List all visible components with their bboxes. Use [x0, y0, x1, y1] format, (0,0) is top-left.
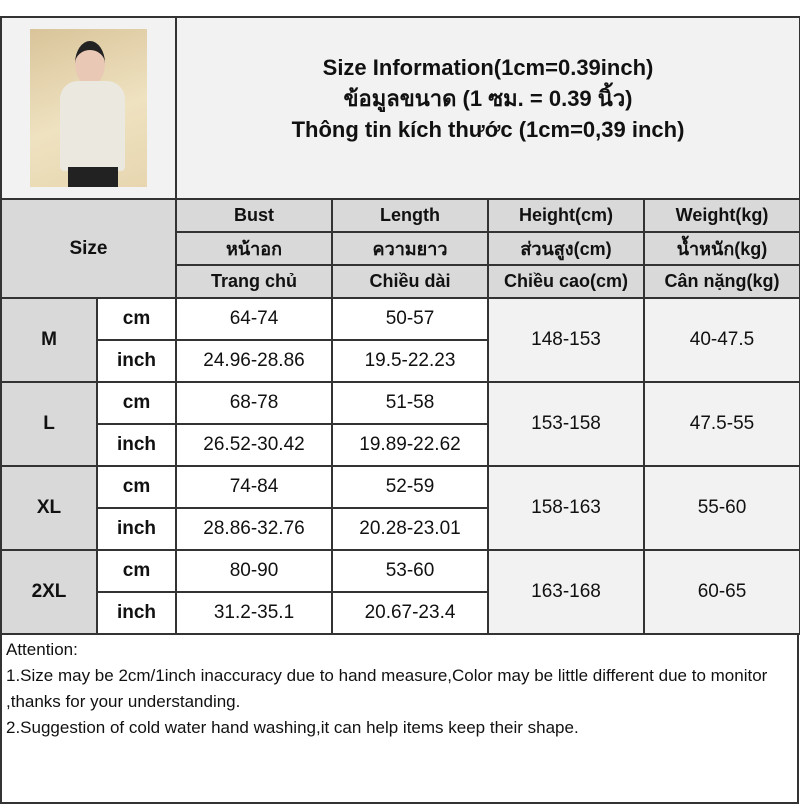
size-label: 2XL	[0, 549, 98, 635]
header-bust-en: Bust	[175, 198, 333, 233]
unit-inch: inch	[96, 339, 177, 383]
product-photo-cell	[0, 16, 177, 200]
header-height-th: ส่วนสูง(cm)	[487, 231, 645, 266]
weight-range: 40-47.5	[643, 297, 800, 383]
size-chart: Size Information(1cm=0.39inch) ข้อมูลขนา…	[0, 16, 800, 804]
header-height-en: Height(cm)	[487, 198, 645, 233]
length-inch: 20.67-23.4	[331, 591, 489, 635]
table-row: 2XL cm 80-90 53-60 163-168 60-65	[0, 549, 800, 635]
length-cm: 52-59	[331, 465, 489, 509]
length-cm: 53-60	[331, 549, 489, 593]
length-cm: 51-58	[331, 381, 489, 425]
length-cm: 50-57	[331, 297, 489, 341]
height-range: 158-163	[487, 465, 645, 551]
header-bust-th: หน้าอก	[175, 231, 333, 266]
bust-inch: 24.96-28.86	[175, 339, 333, 383]
bust-cm: 64-74	[175, 297, 333, 341]
unit-cm: cm	[96, 549, 177, 593]
bust-cm: 74-84	[175, 465, 333, 509]
title-vi: Thông tin kích thước (1cm=0,39 inch)	[291, 116, 685, 142]
bust-inch: 31.2-35.1	[175, 591, 333, 635]
table-row: inch 31.2-35.1 20.67-23.4	[1, 591, 800, 635]
attention-note-1: 1.Size may be 2cm/1inch inaccuracy due t…	[6, 666, 768, 711]
length-inch: 19.89-22.62	[331, 423, 489, 467]
size-label: M	[0, 297, 98, 383]
length-inch: 19.5-22.23	[331, 339, 489, 383]
header-length-en: Length	[331, 198, 489, 233]
unit-inch: inch	[96, 507, 177, 551]
table-row: M cm 64-74 50-57 148-153 40-47.5	[0, 297, 800, 383]
length-inch: 20.28-23.01	[331, 507, 489, 551]
height-range: 148-153	[487, 297, 645, 383]
unit-cm: cm	[96, 297, 177, 341]
header-weight-th: น้ำหนัก(kg)	[643, 231, 800, 266]
header-height-vi: Chiều cao(cm)	[487, 264, 645, 299]
title-cell: Size Information(1cm=0.39inch) ข้อมูลขนา…	[175, 16, 800, 200]
bust-inch: 26.52-30.42	[175, 423, 333, 467]
table-row: inch 26.52-30.42 19.89-22.62	[1, 423, 800, 467]
size-label: L	[0, 381, 98, 467]
unit-inch: inch	[96, 423, 177, 467]
table-row: inch 28.86-32.76 20.28-23.01	[1, 507, 800, 551]
title-th: ข้อมูลขนาด (1 ซม. = 0.39 นิ้ว)	[343, 85, 633, 111]
attention-notes: Attention: 1.Size may be 2cm/1inch inacc…	[0, 635, 799, 804]
bust-inch: 28.86-32.76	[175, 507, 333, 551]
unit-cm: cm	[96, 465, 177, 509]
height-range: 153-158	[487, 381, 645, 467]
size-label: XL	[0, 465, 98, 551]
attention-note-2: 2.Suggestion of cold water hand washing,…	[6, 718, 579, 737]
product-photo	[30, 29, 147, 187]
bust-cm: 80-90	[175, 549, 333, 593]
unit-cm: cm	[96, 381, 177, 425]
unit-inch: inch	[96, 591, 177, 635]
attention-heading: Attention:	[6, 640, 78, 659]
weight-range: 55-60	[643, 465, 800, 551]
header-length-vi: Chiều dài	[331, 264, 489, 299]
weight-range: 47.5-55	[643, 381, 800, 467]
table-row: inch 24.96-28.86 19.5-22.23	[1, 339, 800, 383]
size-header: Size	[0, 198, 177, 299]
bust-cm: 68-78	[175, 381, 333, 425]
table-row: XL cm 74-84 52-59 158-163 55-60	[0, 465, 800, 551]
size-table: Size Information(1cm=0.39inch) ข้อมูลขนา…	[0, 16, 800, 635]
header-weight-vi: Cân nặng(kg)	[643, 264, 800, 299]
table-row: L cm 68-78 51-58 153-158 47.5-55	[0, 381, 800, 467]
weight-range: 60-65	[643, 549, 800, 635]
height-range: 163-168	[487, 549, 645, 635]
header-weight-en: Weight(kg)	[643, 198, 800, 233]
title-en: Size Information(1cm=0.39inch)	[322, 54, 654, 80]
header-bust-vi: Trang chủ	[175, 264, 333, 299]
header-length-th: ความยาว	[331, 231, 489, 266]
